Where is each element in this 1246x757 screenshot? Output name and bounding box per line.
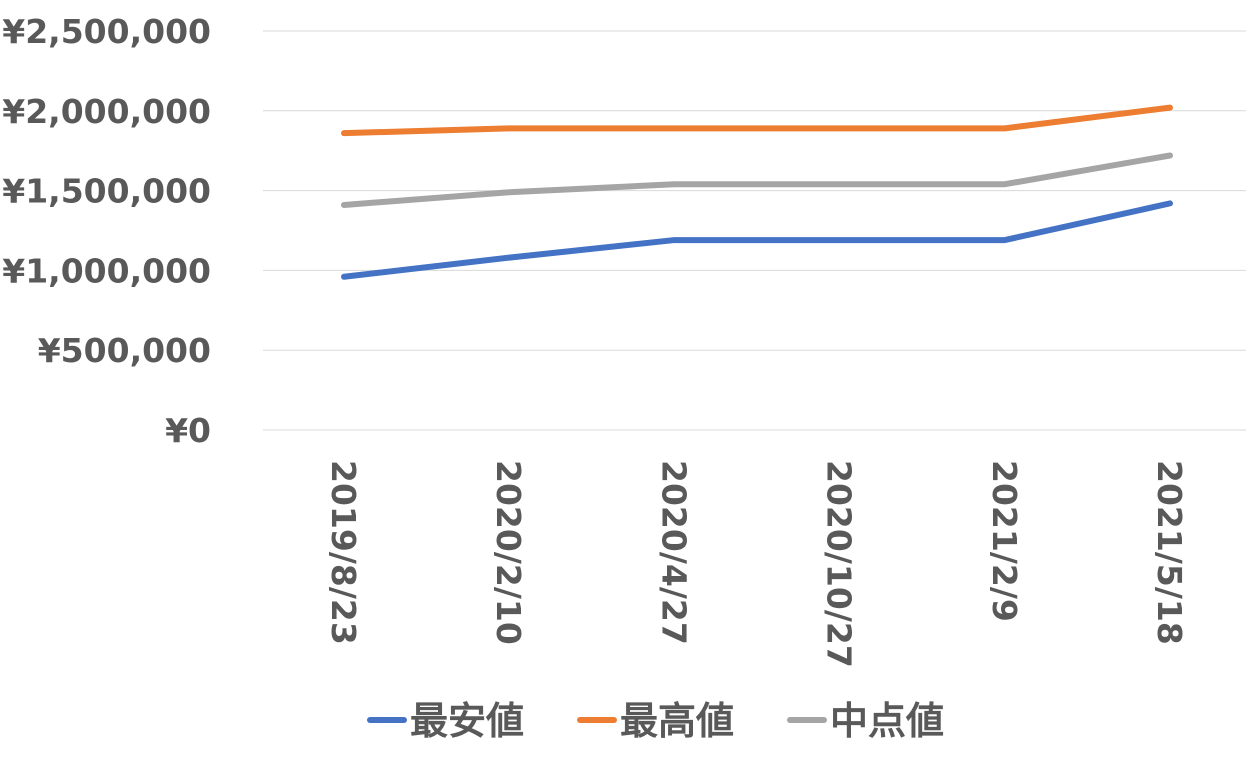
series-lines [341, 104, 1173, 280]
x-axis-tick-labels: 2019/8/23 2020/2/10 2020/4/27 2020/10/27 202… [324, 460, 1189, 668]
y-tick-label: ¥500,000 [38, 331, 211, 370]
legend: 最安値 最高値 中点値 [367, 699, 944, 743]
x-tick-label: 2019/8/23 [324, 460, 363, 645]
y-tick-label: ¥1,500,000 [2, 172, 211, 211]
y-tick-label: ¥2,000,000 [2, 92, 211, 131]
y-axis-tick-labels: ¥0 ¥500,000 ¥1,000,000 ¥1,500,000 ¥2,000,000… [2, 12, 211, 450]
gridlines [263, 30, 1246, 431]
x-tick-label: 2020/2/10 [489, 460, 528, 645]
y-tick-label: ¥1,000,000 [2, 251, 211, 290]
legend-label: 中点値 [830, 699, 944, 743]
x-tick-label: 2020/4/27 [654, 460, 693, 645]
series-line-最安値 [341, 200, 1173, 280]
series-line-中点値 [341, 152, 1173, 208]
legend-label: 最安値 [410, 699, 524, 743]
legend-label: 最高値 [620, 699, 734, 743]
y-tick-label: ¥0 [165, 411, 211, 450]
x-tick-label: 2021/2/9 [985, 460, 1024, 622]
x-tick-label: 2021/5/18 [1150, 460, 1189, 645]
x-tick-label: 2020/10/27 [820, 460, 859, 668]
y-tick-label: ¥2,500,000 [2, 12, 211, 51]
series-line-最高値 [341, 104, 1173, 137]
